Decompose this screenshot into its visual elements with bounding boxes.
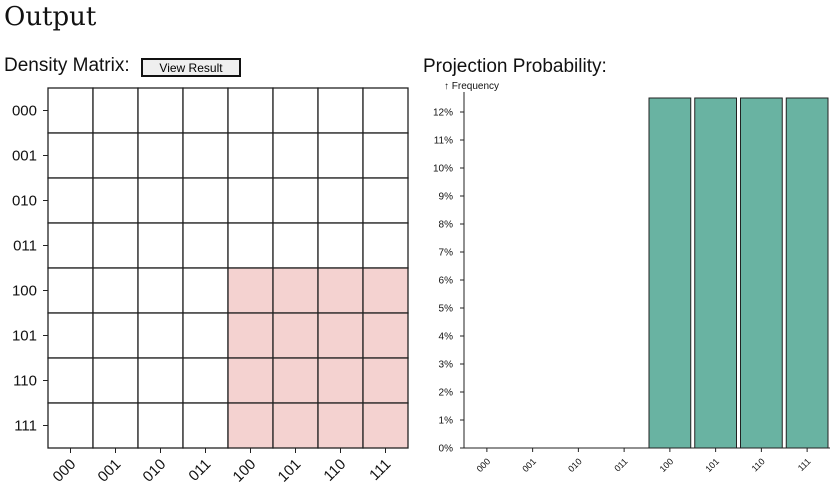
matrix-cell — [272, 357, 319, 404]
matrix-cell — [272, 312, 319, 359]
y-tick-label: 5% — [439, 304, 454, 315]
y-tick-label: 1% — [439, 416, 454, 427]
matrix-cell — [227, 402, 274, 449]
matrix-cell — [227, 222, 274, 269]
y-tick-label: 6% — [439, 276, 454, 287]
bar — [694, 97, 737, 449]
matrix-cell — [182, 132, 229, 179]
matrix-cell — [47, 132, 94, 179]
matrix-cell — [317, 87, 364, 134]
matrix-cell — [317, 357, 364, 404]
matrix-cell — [92, 312, 139, 359]
matrix-cell — [272, 87, 319, 134]
matrix-cell — [317, 402, 364, 449]
x-tick-label: 110 — [750, 456, 767, 473]
matrix-cell — [227, 357, 274, 404]
matrix-cell — [362, 402, 409, 449]
matrix-cell — [272, 177, 319, 224]
x-tick-label: 010 — [566, 456, 584, 474]
x-tick-label: 101 — [703, 456, 721, 474]
matrix-cell — [137, 357, 184, 404]
x-tick-label: 100 — [658, 456, 676, 474]
row-label: 011 — [13, 238, 37, 255]
matrix-cell — [227, 132, 274, 179]
bar — [648, 97, 692, 449]
y-axis-title: ↑ Frequency — [444, 81, 499, 92]
matrix-cell — [137, 267, 184, 314]
matrix-cell — [92, 87, 139, 134]
row-label: 000 — [12, 103, 37, 120]
y-tick-label: 8% — [439, 220, 454, 231]
matrix-cell — [317, 132, 364, 179]
matrix-cell — [362, 132, 409, 179]
matrix-cell — [47, 87, 94, 134]
matrix-cell — [182, 357, 229, 404]
x-tick-label: 011 — [612, 456, 629, 473]
row-label: 100 — [12, 283, 37, 300]
matrix-cell — [92, 357, 139, 404]
matrix-cell — [182, 402, 229, 449]
matrix-cell — [362, 87, 409, 134]
bar — [740, 97, 783, 449]
matrix-cell — [272, 132, 319, 179]
density-matrix-label: Density Matrix: — [4, 55, 130, 76]
matrix-cell — [362, 177, 409, 224]
matrix-cell — [137, 177, 184, 224]
x-tick-label: 000 — [475, 456, 493, 474]
y-tick-label: 2% — [439, 388, 454, 399]
matrix-cell — [362, 357, 409, 404]
y-tick-label: 3% — [439, 360, 454, 371]
x-tick-label: 111 — [796, 456, 813, 473]
matrix-cell — [137, 132, 184, 179]
matrix-cell — [272, 402, 319, 449]
matrix-cell — [92, 402, 139, 449]
page-title: Output — [4, 2, 97, 32]
matrix-cell — [182, 312, 229, 359]
matrix-cell — [317, 177, 364, 224]
view-result-button[interactable]: View Result — [141, 58, 241, 77]
matrix-cell — [47, 402, 94, 449]
bar — [785, 97, 829, 449]
matrix-cell — [362, 312, 409, 359]
matrix-cell — [182, 87, 229, 134]
matrix-cell — [227, 177, 274, 224]
projection-probability-label: Projection Probability: — [423, 56, 607, 77]
matrix-cell — [182, 177, 229, 224]
y-tick-label: 0% — [439, 444, 454, 455]
row-label: 101 — [12, 328, 37, 345]
row-label: 111 — [14, 418, 37, 435]
matrix-cell — [227, 267, 274, 314]
y-tick-label: 7% — [439, 248, 454, 259]
y-tick-label: 11% — [434, 136, 453, 147]
y-tick-label: 9% — [439, 192, 454, 203]
y-tick-label: 10% — [433, 164, 453, 175]
row-label: 001 — [12, 148, 37, 165]
matrix-cell — [182, 267, 229, 314]
x-tick-label: 001 — [520, 456, 538, 474]
row-label: 110 — [13, 373, 37, 390]
matrix-cell — [137, 222, 184, 269]
matrix-cell — [227, 87, 274, 134]
row-label: 010 — [12, 193, 37, 210]
y-tick-label: 4% — [439, 332, 454, 343]
y-tick-label: 12% — [433, 108, 453, 119]
